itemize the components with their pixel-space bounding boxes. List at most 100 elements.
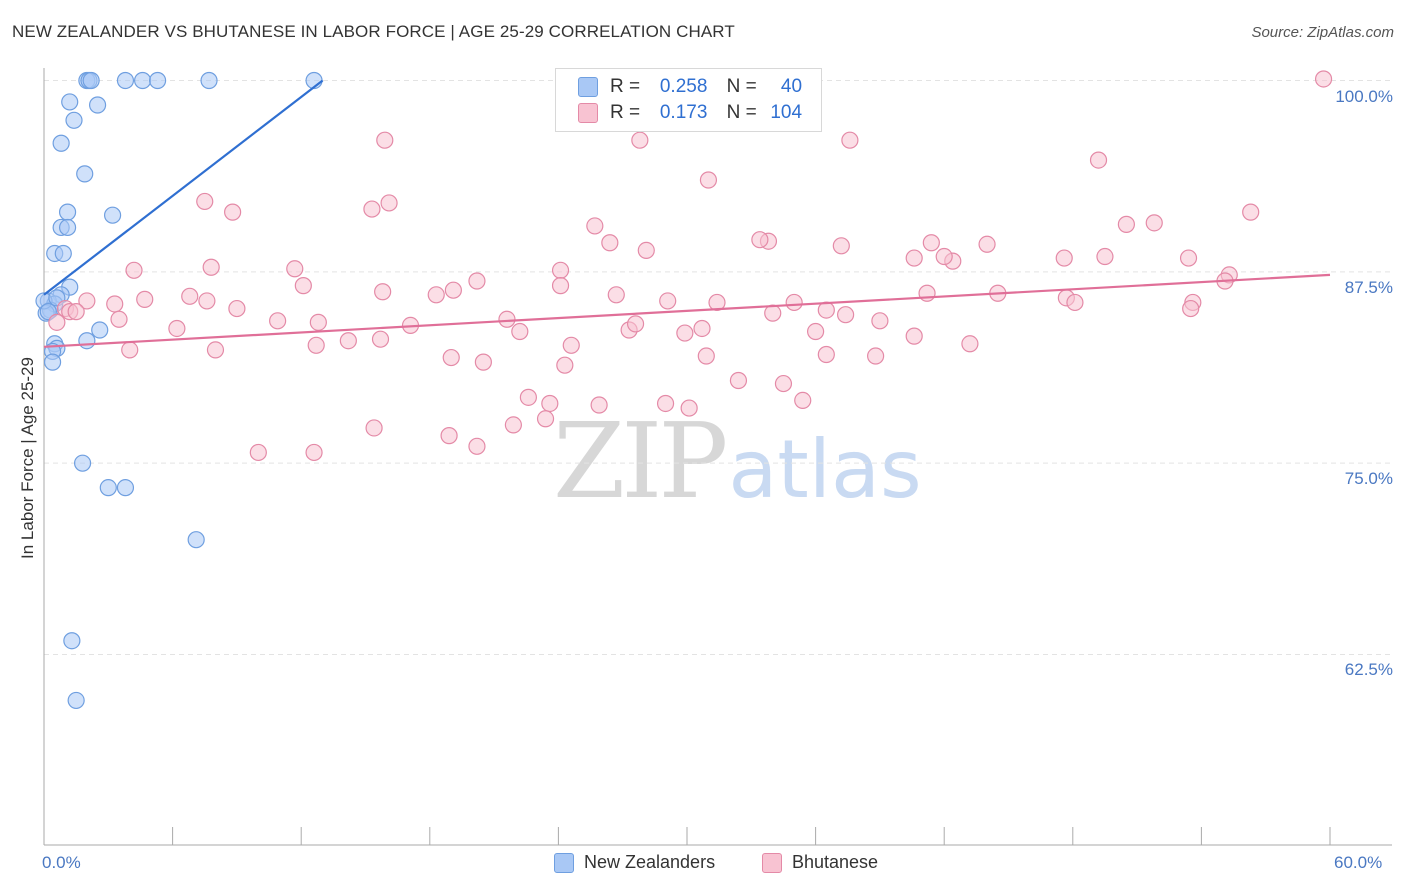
bhutanese-point (48, 313, 66, 331)
bhutanese-point (168, 319, 186, 338)
bhutanese-point (511, 322, 529, 341)
bhutanese-point (935, 247, 953, 266)
new-zealanders-points (35, 71, 323, 710)
new-zealanders-point (200, 71, 218, 90)
new-zealanders-point (58, 218, 77, 237)
bhutanese-point (1179, 249, 1198, 267)
bhutanese-point (656, 394, 675, 413)
bhutanese-point (286, 260, 304, 278)
legend-r-value: 0.173 (659, 102, 708, 123)
bhutanese-point (637, 241, 655, 260)
bhutanese-point (125, 261, 143, 279)
bhutanese-point (376, 131, 394, 149)
new-zealanders-point (54, 244, 72, 263)
bhutanese-point (363, 200, 381, 218)
bhutanese-point (196, 192, 214, 211)
bhutanese-point (1096, 247, 1114, 266)
bhutanese-point (1145, 214, 1163, 232)
correlation-legend: R = 0.258 N = 40 R = 0.173 N = 104 (555, 68, 822, 132)
bhutanese-point (305, 443, 323, 462)
bhutanese-point (249, 443, 267, 462)
legend-n-value: 40 (780, 76, 803, 97)
bhutanese-point (562, 336, 580, 354)
bhutanese-point (905, 249, 923, 267)
bhutanese-point (380, 194, 398, 212)
legend-n-label: N = (726, 76, 757, 97)
bhutanese-point (110, 310, 128, 328)
bhutanese-point (339, 332, 357, 350)
bhutanese-point (871, 312, 889, 330)
legend-r-label: R = (610, 76, 641, 97)
bhutanese-point (1242, 203, 1260, 221)
bhutanese-point (536, 410, 555, 428)
bhutanese-point (444, 281, 462, 299)
bhutanese-points (48, 70, 1333, 462)
new-zealanders-point (103, 206, 122, 224)
new-zealanders-point (187, 531, 205, 549)
bhutanese-point (1117, 215, 1135, 233)
bhutanese-point (693, 319, 711, 338)
grid-lines (44, 80, 1392, 655)
new-zealanders-point (76, 165, 94, 183)
new-zealanders-point (116, 71, 135, 90)
x-tick-label-60: 60.0% (1334, 853, 1383, 872)
new-zealanders-point (88, 96, 107, 114)
legend-swatch-pink (578, 102, 598, 123)
trend-lines (43, 79, 1331, 348)
bhutanese-point (468, 272, 486, 290)
bhutanese-point (556, 356, 574, 374)
new-zealanders-point (58, 203, 77, 221)
new-zealanders-point (148, 71, 167, 90)
bhutanese-point (729, 371, 748, 390)
y-tick-label-62-5: 62.5% (1344, 660, 1393, 679)
bhutanese-point (806, 322, 825, 341)
bhutanese-point (697, 347, 715, 365)
series-swatch-pink (762, 853, 782, 874)
bhutanese-trend-line (43, 273, 1331, 348)
bhutanese-point (1089, 151, 1108, 169)
series-legend-label: Bhutanese (792, 852, 879, 872)
x-tick-label-0: 0.0% (42, 853, 81, 872)
bhutanese-point (442, 348, 460, 367)
bhutanese-point (978, 235, 996, 253)
bhutanese-point (764, 304, 782, 322)
new-zealanders-point (133, 71, 152, 90)
y-tick-label-75: 75.0% (1344, 469, 1393, 488)
bhutanese-point (136, 290, 154, 308)
bhutanese-point (202, 258, 220, 276)
y-tick-label-100: 100.0% (1335, 87, 1393, 106)
bhutanese-point (785, 293, 803, 312)
bhutanese-point (607, 286, 625, 304)
legend-n-label: N = (726, 102, 757, 123)
bhutanese-point (1055, 249, 1073, 267)
new-zealanders-point (65, 111, 83, 129)
bhutanese-point (817, 345, 835, 364)
watermark-atlas: atlas (728, 423, 922, 516)
bhutanese-point (181, 287, 199, 305)
bhutanese-point (365, 419, 383, 437)
bhutanese-point (374, 283, 392, 301)
bhutanese-point (427, 286, 445, 304)
y-axis-label: In Labor Force | Age 25-29 (18, 357, 37, 559)
bhutanese-point (206, 341, 225, 359)
new-zealanders-point (73, 454, 92, 472)
bhutanese-point (551, 277, 570, 295)
new-zealanders-point (116, 479, 135, 497)
bhutanese-point (832, 237, 850, 255)
new-zealanders-point (78, 332, 96, 350)
bhutanese-point (905, 327, 923, 345)
bhutanese-point (307, 336, 325, 354)
bhutanese-point (918, 284, 936, 302)
bhutanese-point (106, 295, 124, 313)
bhutanese-point (371, 330, 390, 348)
bhutanese-point (699, 171, 718, 189)
series-legend-label: New Zealanders (584, 852, 716, 872)
new-zealanders-point (82, 71, 100, 90)
bhutanese-point (198, 292, 216, 310)
series-legend-bhutanese: Bhutanese (762, 852, 879, 874)
chart-title: NEW ZEALANDER VS BHUTANESE IN LABOR FORC… (12, 22, 735, 41)
bhutanese-point (751, 231, 769, 249)
bhutanese-point (228, 299, 246, 318)
new-zealanders-point (63, 632, 81, 650)
watermark-zip: ZIP (553, 400, 728, 522)
